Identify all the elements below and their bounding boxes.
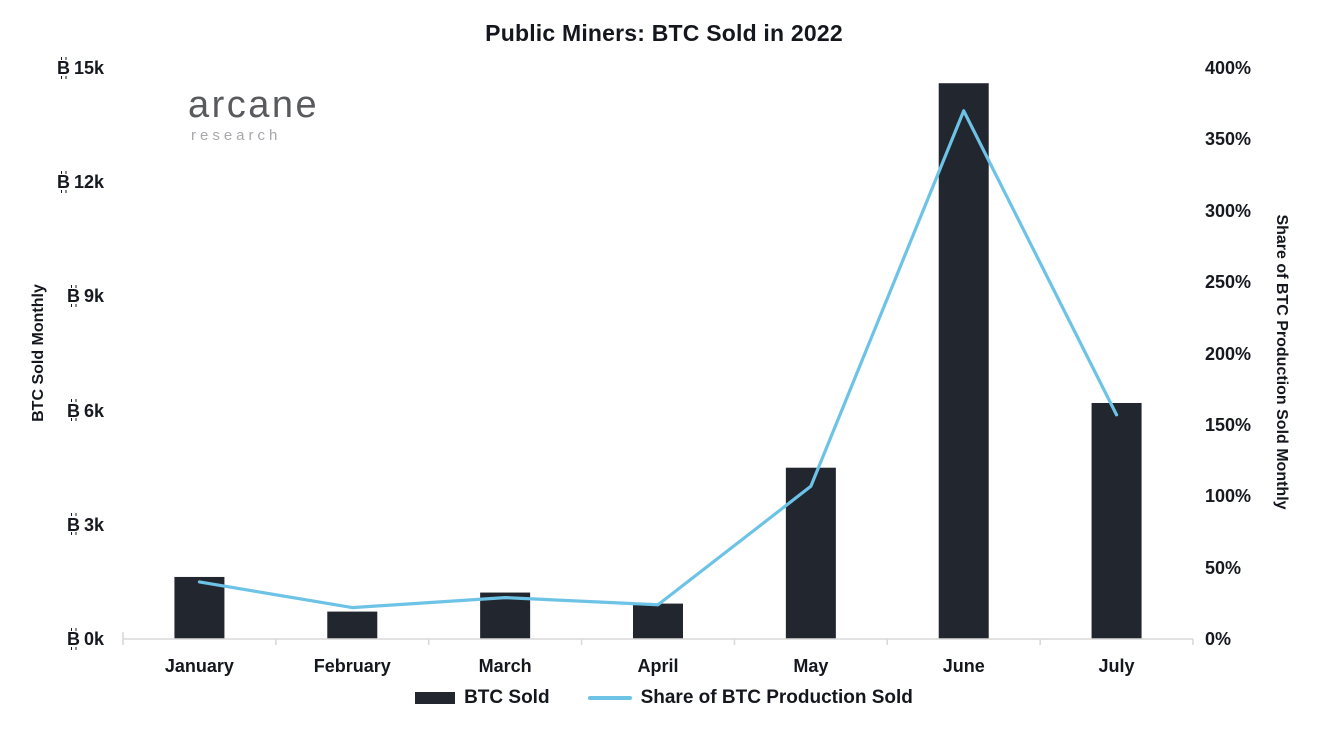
x-label-february: February bbox=[313, 656, 391, 676]
right-tick-label: 200% bbox=[1205, 343, 1252, 364]
bar-april bbox=[633, 603, 683, 639]
bar-july bbox=[1091, 402, 1142, 639]
bar-january bbox=[174, 576, 225, 639]
btc-symbol-icon: B bbox=[56, 56, 70, 79]
logo-wordmark: arcane bbox=[188, 84, 320, 126]
bar-june bbox=[938, 83, 989, 639]
right-tick-label: 400% bbox=[1205, 58, 1252, 78]
right-tick-label: 250% bbox=[1205, 272, 1252, 293]
x-label-april: April bbox=[637, 656, 679, 676]
left-tick-label: B 12k bbox=[56, 170, 104, 193]
right-tick-label: 350% bbox=[1205, 129, 1252, 150]
line-swatch-icon bbox=[587, 696, 632, 700]
left-tick-label: B 0k bbox=[66, 627, 104, 650]
btc-symbol-icon: B bbox=[56, 170, 70, 193]
x-label-july: July bbox=[1098, 656, 1135, 676]
btc-symbol-icon: B bbox=[66, 284, 80, 307]
right-tick-label: 50% bbox=[1205, 557, 1242, 578]
bar-february bbox=[327, 611, 378, 639]
left-tick-label: B 6k bbox=[66, 399, 104, 422]
left-tick-label: B 3k bbox=[66, 513, 104, 536]
logo-subtitle: research bbox=[191, 127, 282, 144]
btc-symbol-icon: B bbox=[66, 627, 80, 650]
btc-symbol-icon: B bbox=[66, 399, 80, 422]
right-tick-label: 150% bbox=[1205, 414, 1252, 435]
x-label-january: January bbox=[164, 656, 234, 676]
right-tick-label: 300% bbox=[1205, 200, 1252, 221]
legend: BTC Sold Share of BTC Production Sold bbox=[0, 687, 1328, 709]
legend-item-btc-sold: BTC Sold bbox=[415, 687, 550, 709]
chart-title: Public Miners: BTC Sold in 2022 bbox=[485, 20, 843, 46]
btc-symbol-icon: B bbox=[66, 513, 80, 536]
legend-item-share: Share of BTC Production Sold bbox=[587, 687, 913, 709]
legend-label-btc-sold: BTC Sold bbox=[464, 687, 550, 708]
left-tick-label: B 9k bbox=[66, 284, 104, 307]
legend-label-share: Share of BTC Production Sold bbox=[640, 687, 913, 708]
bar-march bbox=[480, 592, 531, 639]
share-line bbox=[197, 109, 1119, 610]
x-label-may: May bbox=[793, 656, 829, 676]
right-tick-label: 100% bbox=[1205, 486, 1252, 507]
arcane-logo: arcane research bbox=[188, 86, 319, 144]
x-label-june: June bbox=[942, 656, 985, 676]
bar-may bbox=[785, 467, 836, 639]
right-tick-label: 0% bbox=[1205, 629, 1232, 649]
bar-swatch-icon bbox=[415, 692, 456, 704]
x-label-march: March bbox=[478, 656, 532, 676]
left-tick-label: B 15k bbox=[56, 56, 104, 79]
